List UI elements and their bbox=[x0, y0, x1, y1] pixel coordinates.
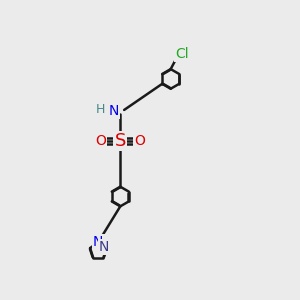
Text: N: N bbox=[93, 235, 104, 249]
Text: O: O bbox=[134, 134, 145, 148]
Text: O: O bbox=[95, 134, 106, 148]
Text: N: N bbox=[109, 104, 119, 118]
Text: N: N bbox=[99, 240, 109, 254]
Text: S: S bbox=[115, 132, 126, 150]
Text: Cl: Cl bbox=[176, 46, 189, 61]
Text: H: H bbox=[96, 103, 106, 116]
